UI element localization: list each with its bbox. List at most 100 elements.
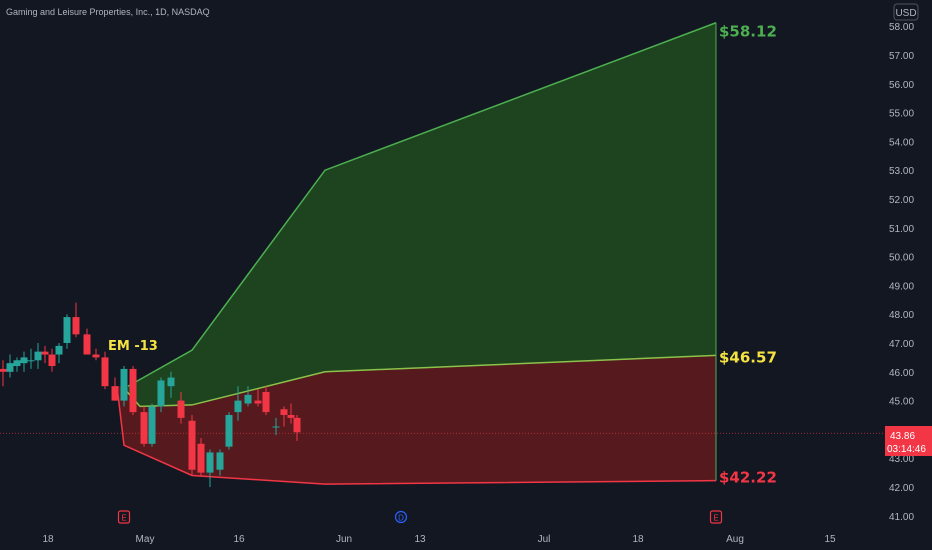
candle: [140, 406, 148, 447]
y-tick-label: 52.00: [889, 195, 914, 206]
candle-body: [272, 426, 280, 428]
x-axis[interactable]: 18 May 16 Jun 13 Jul 18 Aug 15: [42, 534, 836, 545]
y-tick-label: 45.00: [889, 397, 914, 408]
y-tick-label: 43.00: [889, 454, 914, 465]
candle: [101, 351, 109, 390]
candle-body: [280, 409, 288, 415]
y-tick-label: 42.00: [889, 483, 914, 494]
event-marker-label: E: [713, 514, 718, 523]
candle-body: [254, 400, 262, 404]
candle: [92, 348, 100, 361]
candle-body: [167, 377, 175, 387]
candle-body: [216, 452, 224, 470]
mid-price-label: $46.57: [719, 348, 777, 366]
chart-title: Gaming and Leisure Properties, Inc., 1D,…: [6, 7, 210, 17]
y-tick-label: 56.00: [889, 80, 914, 91]
candle-body: [41, 351, 49, 355]
y-tick-label: 46.00: [889, 368, 914, 379]
candle: [280, 406, 288, 427]
candle-body: [0, 368, 7, 372]
candle-body: [157, 380, 165, 407]
candle-body: [111, 386, 119, 401]
x-tick-label: Aug: [726, 534, 744, 545]
candle-body: [234, 400, 242, 413]
y-tick-label: 50.00: [889, 253, 914, 264]
candle-body: [129, 368, 137, 413]
candle-body: [13, 360, 21, 367]
candle: [41, 345, 49, 364]
price-badge-value: 43.86: [890, 431, 915, 442]
candle: [216, 449, 224, 476]
candle-body: [225, 415, 233, 447]
candle: [120, 366, 128, 407]
currency-button-frame: [893, 3, 919, 21]
candle: [72, 302, 80, 338]
candle: [148, 403, 156, 447]
candle: [0, 360, 7, 387]
candle: [188, 415, 196, 476]
currency-label: USD: [895, 8, 916, 19]
upper-price-label: $58.12: [719, 23, 777, 41]
candle-body: [197, 443, 205, 473]
y-tick-label: 57.00: [889, 51, 914, 62]
earnings-marker: E: [709, 510, 723, 524]
price-badge-countdown: 03:14:46: [887, 444, 926, 455]
em-label: EM -13: [108, 339, 158, 354]
y-tick-label: 48.00: [889, 310, 914, 321]
y-tick-label: 54.00: [889, 137, 914, 148]
event-marker-label: E: [121, 514, 126, 523]
y-tick-label: 58.00: [889, 22, 914, 33]
candle: [129, 366, 137, 415]
candle-body: [6, 363, 14, 372]
y-tick-label: 53.00: [889, 166, 914, 177]
candle-body: [188, 420, 196, 470]
earnings-marker-shape: [117, 510, 131, 524]
upper-band-line: [127, 22, 717, 387]
candle-body: [148, 406, 156, 444]
candle-body: [63, 317, 71, 343]
candle-body: [287, 415, 295, 418]
x-tick-label: 15: [824, 534, 836, 545]
candle: [177, 391, 185, 424]
candle: [287, 403, 295, 424]
y-tick-label: 51.00: [889, 224, 914, 235]
candle: [206, 449, 214, 487]
candle-body: [34, 351, 42, 361]
lower-band-fill: [117, 355, 716, 485]
candle-body: [262, 391, 270, 413]
candle-body: [92, 354, 100, 358]
candle: [34, 343, 42, 369]
candles: [0, 302, 301, 487]
currency-button[interactable]: USD: [893, 3, 919, 21]
candle-body: [101, 357, 109, 387]
earnings-marker: E: [117, 510, 131, 524]
candle-body: [72, 317, 80, 335]
candle-body: [244, 394, 252, 404]
candle: [111, 377, 119, 401]
price-badge-bg: [885, 426, 932, 456]
candle: [48, 348, 56, 372]
candle: [63, 314, 71, 349]
price-badge: 43.86 03:14:46: [885, 426, 932, 456]
candle: [197, 438, 205, 476]
candle-body: [20, 357, 28, 364]
candle-body: [83, 334, 91, 355]
y-tick-label: 55.00: [889, 109, 914, 120]
x-tick-label: Jun: [336, 534, 352, 545]
candle: [13, 357, 21, 372]
x-tick-label: 18: [42, 534, 54, 545]
candle: [272, 417, 280, 436]
expected-move-bands: [116, 22, 717, 485]
candle: [27, 348, 35, 369]
upper-band-fill: [122, 22, 716, 407]
event-marker-label: D: [398, 514, 404, 523]
x-tick-label: May: [136, 534, 155, 545]
x-tick-label: Jul: [538, 534, 551, 545]
dividend-marker-shape: [394, 510, 408, 524]
candle: [234, 386, 242, 421]
candle: [225, 412, 233, 450]
candle-body: [120, 368, 128, 401]
y-tick-label: 41.00: [889, 512, 914, 523]
